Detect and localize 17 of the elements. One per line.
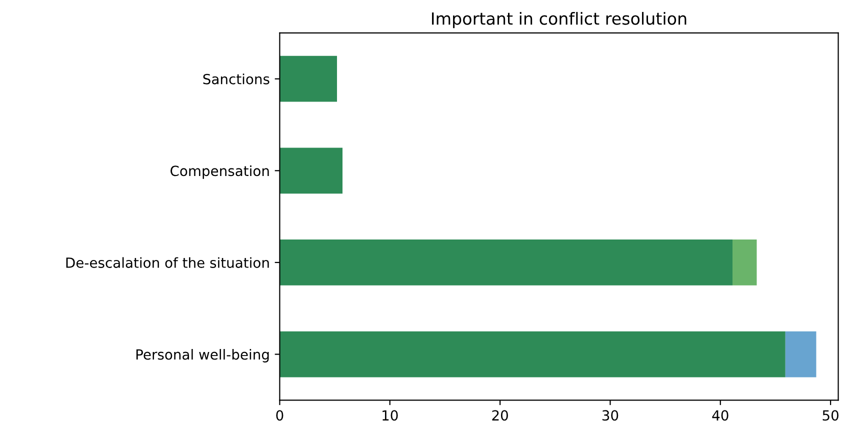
bar	[280, 240, 733, 286]
bar	[280, 56, 337, 102]
y-tick-label: Personal well-being	[136, 349, 269, 362]
chart-title: Important in conflict resolution	[432, 12, 686, 28]
y-tick-label: Sanctions	[203, 74, 270, 84]
bar	[280, 331, 786, 378]
bar	[732, 240, 757, 286]
x-tick-label: 0	[276, 410, 284, 421]
x-tick-label: 40	[712, 410, 728, 421]
x-tick-label: 10	[382, 410, 398, 421]
bar	[280, 148, 343, 194]
y-tick-label: Compensation	[170, 165, 269, 179]
y-tick-label: De-escalation of the situation	[66, 257, 269, 268]
x-tick-label: 50	[822, 410, 838, 421]
x-tick-label: 20	[492, 410, 508, 421]
x-tick-label: 30	[602, 410, 618, 421]
bar	[785, 331, 816, 378]
